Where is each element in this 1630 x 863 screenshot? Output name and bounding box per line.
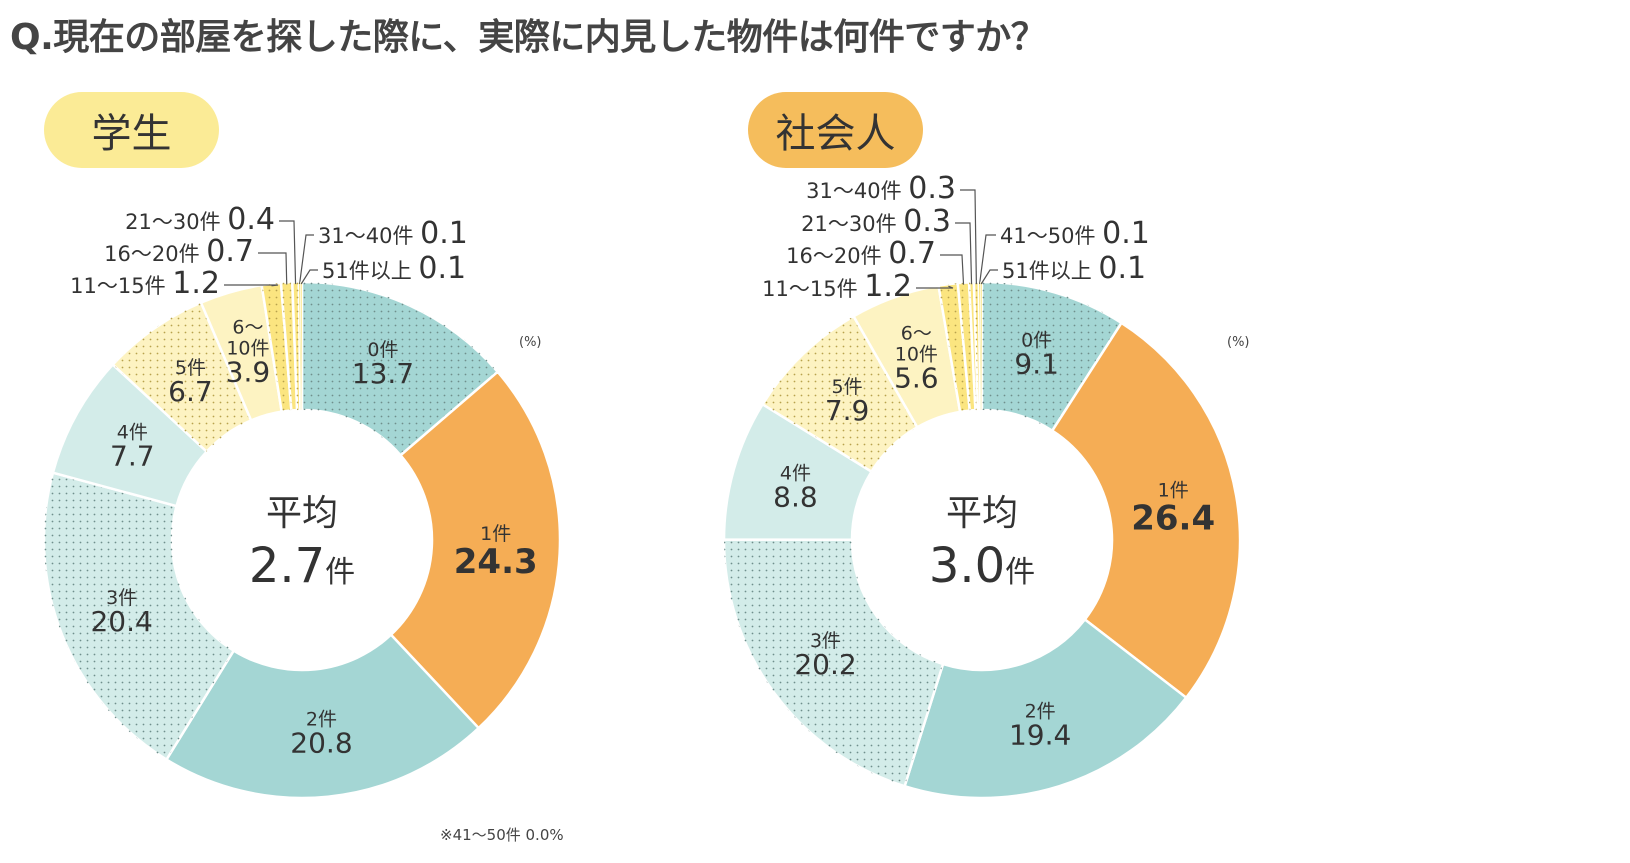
segment-9-value: 0.3 (903, 204, 951, 239)
segment-6-category-b: 10件 (226, 338, 269, 360)
segment-2-category: 2件 (306, 709, 337, 731)
segment-10-callout: 31〜40件 0.3 (806, 171, 956, 206)
leader-line-11 (978, 234, 996, 285)
average-unit: 件 (325, 555, 355, 590)
segment-8-category: 16〜20件 (104, 242, 206, 266)
segment-3-category: 3件 (810, 630, 841, 652)
segment-5-value: 7.9 (825, 394, 870, 427)
segment-0-value: 9.1 (1014, 347, 1059, 380)
segment-5-value: 6.7 (168, 375, 213, 408)
segment-1 (389, 370, 562, 730)
segment-6-value: 5.6 (894, 361, 939, 394)
segment-12-value: 0.1 (1098, 251, 1146, 286)
segment-2 (164, 632, 481, 800)
segment-5-category: 5件 (175, 357, 206, 379)
average-value: 2.7件 (249, 538, 355, 594)
segment-3-category: 3件 (106, 587, 137, 609)
footnote-student: ※41〜50件 0.0% (440, 826, 564, 844)
average-number: 3.0 (929, 538, 1005, 594)
leader-line-9 (955, 222, 973, 285)
segment-11-category: 51件以上 (322, 259, 418, 283)
segment-9-value: 0.4 (227, 202, 275, 237)
segment-7-callout: 11〜15件 1.2 (70, 266, 220, 301)
leader-line-12 (980, 269, 998, 285)
segment-5-category: 5件 (832, 376, 863, 398)
segment-7-category: 11〜15件 (762, 277, 864, 301)
unit-note-worker: (%) (1227, 335, 1250, 350)
leader-line-7 (916, 285, 954, 289)
segment-2 (903, 617, 1188, 800)
worker-donut-chart: 0件9.11件26.42件19.43件20.24件8.85件7.96〜10件5.… (722, 171, 1242, 800)
segment-3-value: 20.4 (90, 605, 152, 638)
worker-chart-label: 社会人 (748, 92, 923, 168)
segment-11-value: 0.1 (1102, 216, 1150, 251)
average-value: 3.0件 (929, 538, 1035, 594)
segment-8-callout: 16〜20件 0.7 (786, 236, 936, 271)
segment-9-callout: 21〜30件 0.3 (801, 204, 951, 239)
segment-9-category: 21〜30件 (125, 210, 227, 234)
segment-11-value: 0.1 (418, 251, 466, 286)
segment-7-category: 11〜15件 (70, 274, 172, 298)
segment-0-category: 0件 (1021, 329, 1052, 351)
leader-line-9 (279, 220, 297, 285)
segment-1 (1050, 321, 1242, 700)
segment-4-value: 8.8 (773, 480, 818, 513)
segment-10-category: 31〜40件 (318, 224, 420, 248)
segment-12-callout: 51件以上 0.1 (1002, 251, 1146, 286)
segment-7-value: 1.2 (864, 269, 912, 304)
segment-8-value: 0.7 (888, 236, 936, 271)
segment-8-category: 16〜20件 (786, 244, 888, 268)
segment-11-callout: 51件以上 0.1 (322, 251, 466, 286)
segment-2-value: 19.4 (1009, 719, 1071, 752)
average-number: 2.7 (249, 538, 325, 594)
segment-2-value: 20.8 (290, 727, 352, 760)
segment-8-value: 0.7 (206, 234, 254, 269)
segment-3-value: 20.2 (794, 648, 856, 681)
segment-9-category: 21〜30件 (801, 212, 903, 236)
page-title: Q.現在の部屋を探した際に、実際に内見した物件は何件ですか？ (10, 17, 1047, 58)
segment-10-category: 31〜40件 (806, 179, 908, 203)
segment-1-category: 1件 (1158, 479, 1189, 501)
segment-1-category: 1件 (480, 523, 511, 545)
leader-line-10 (960, 189, 977, 285)
leader-line-10 (298, 234, 314, 285)
leader-line-7 (224, 284, 279, 287)
leader-line-8 (940, 254, 965, 285)
segment-10-value: 0.3 (908, 171, 956, 206)
segment-1-value: 26.4 (1131, 498, 1215, 538)
segment-2-category: 2件 (1025, 701, 1056, 723)
segment-10-callout: 31〜40件 0.1 (318, 216, 468, 251)
center-label: 平均 (266, 493, 338, 534)
leader-line-11 (300, 269, 318, 285)
segment-6-value: 3.9 (226, 356, 271, 389)
segment-11-callout: 41〜50件 0.1 (1000, 216, 1150, 251)
segment-10-value: 0.1 (420, 216, 468, 251)
leader-line-8 (258, 252, 288, 285)
segment-6-category: 6〜 (232, 317, 263, 339)
center-label: 平均 (946, 493, 1018, 534)
student-donut-chart: 0件13.71件24.32件20.83件20.44件7.75件6.76〜10件3… (42, 202, 562, 800)
segment-0-category: 0件 (367, 339, 398, 361)
segment-6-category-b: 10件 (895, 343, 938, 365)
segment-6-category: 6〜 (901, 322, 932, 344)
segment-8-callout: 16〜20件 0.7 (104, 234, 254, 269)
segment-9-callout: 21〜30件 0.4 (125, 202, 275, 237)
average-unit: 件 (1005, 555, 1035, 590)
segment-0-value: 13.7 (352, 357, 414, 390)
student-chart-label: 学生 (44, 92, 219, 168)
segment-12-category: 51件以上 (1002, 259, 1098, 283)
segment-7-callout: 11〜15件 1.2 (762, 269, 912, 304)
segment-11-category: 41〜50件 (1000, 224, 1102, 248)
unit-note-student: (%) (519, 335, 542, 350)
segment-7-value: 1.2 (172, 266, 220, 301)
segment-4-value: 7.7 (110, 440, 155, 473)
segment-1-value: 24.3 (454, 542, 538, 582)
